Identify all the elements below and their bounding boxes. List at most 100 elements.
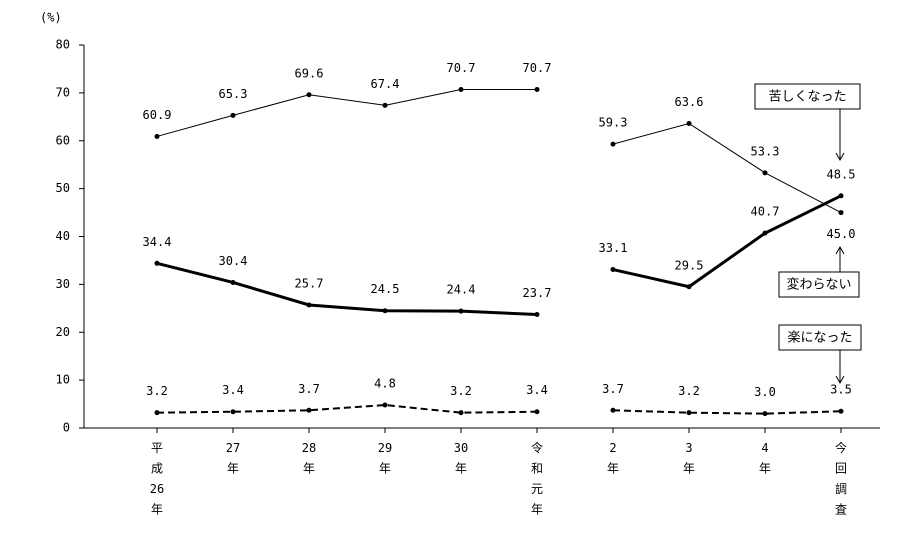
- value-label: 25.7: [295, 276, 324, 290]
- value-label: 53.3: [751, 144, 780, 158]
- point: [382, 308, 388, 314]
- y-tick-label: 40: [56, 229, 70, 243]
- x-tick-label: 平成 26 年: [150, 441, 164, 517]
- y-tick-label: 20: [56, 325, 70, 339]
- point: [686, 121, 692, 127]
- line: [612, 194, 842, 289]
- line: [156, 89, 537, 137]
- y-tick-label: 10: [56, 373, 70, 387]
- y-tick-label: 0: [63, 421, 70, 435]
- point: [762, 170, 768, 176]
- point: [686, 284, 692, 290]
- series-name: 変わらない: [786, 277, 851, 293]
- line: [156, 404, 538, 414]
- callout: 変わらない: [778, 245, 860, 298]
- value-label: 59.3: [599, 116, 628, 130]
- x-tick-label: 27 年: [226, 441, 240, 476]
- value-label: 63.6: [675, 95, 704, 109]
- point: [838, 408, 844, 414]
- value-label: 3.5: [830, 383, 852, 397]
- value-label: 3.4: [526, 383, 548, 397]
- point: [230, 279, 236, 285]
- value-label: 3.7: [298, 382, 320, 396]
- y-tick-label: 50: [56, 181, 70, 195]
- value-label: 33.1: [599, 241, 628, 255]
- x-tick-label: 29 年: [378, 441, 392, 476]
- callout-box: [778, 271, 860, 298]
- point: [154, 133, 160, 139]
- x-tick-label: 30 年: [454, 441, 468, 476]
- value-label: 3.4: [222, 383, 244, 397]
- value-label: 23.7: [523, 286, 552, 300]
- y-tick-label: 30: [56, 277, 70, 291]
- x-tick-label: 令和元年: [531, 440, 543, 517]
- value-label: 40.7: [751, 205, 780, 219]
- y-tick-label: 70: [56, 85, 70, 99]
- value-label: 70.7: [447, 61, 476, 75]
- arrow-head: [835, 375, 845, 385]
- point: [306, 302, 312, 308]
- point: [154, 410, 160, 416]
- line: [156, 261, 538, 317]
- point: [762, 411, 768, 417]
- line: [612, 409, 842, 415]
- callout: 楽になった: [778, 324, 862, 385]
- value-label: 3.7: [602, 382, 624, 396]
- value-label: 65.3: [219, 87, 248, 101]
- value-label: 34.4: [143, 235, 172, 249]
- value-label: 24.4: [447, 283, 476, 297]
- value-label: 48.5: [827, 167, 856, 181]
- point: [534, 312, 540, 318]
- value-label: 69.6: [295, 66, 324, 80]
- x-tick-label: 今回調査: [835, 440, 847, 517]
- point: [610, 141, 616, 147]
- value-label: 60.9: [143, 108, 172, 122]
- point: [762, 230, 768, 236]
- value-label: 45.0: [827, 227, 856, 241]
- point: [306, 407, 312, 413]
- arrow-head: [835, 152, 845, 162]
- y-tick-label: 80: [56, 38, 70, 52]
- point: [610, 407, 616, 413]
- point: [458, 308, 464, 314]
- series-name: 苦しくなった: [768, 89, 846, 105]
- point: [838, 210, 844, 216]
- point: [154, 260, 160, 266]
- point: [230, 409, 236, 415]
- value-label: 29.5: [675, 258, 704, 272]
- point: [458, 87, 464, 93]
- y-axis-unit: (%): [40, 11, 62, 25]
- y-tick-label: 60: [56, 133, 70, 147]
- value-label: 3.2: [450, 384, 472, 398]
- value-label: 3.2: [678, 384, 700, 398]
- callout-box: [754, 83, 861, 110]
- point: [230, 112, 236, 118]
- point: [382, 402, 388, 408]
- callout: 苦しくなった: [754, 83, 861, 162]
- arrow-head: [835, 245, 845, 255]
- value-label: 4.8: [374, 377, 396, 391]
- point: [306, 92, 312, 98]
- value-label: 24.5: [371, 282, 400, 296]
- series-name: 楽になった: [787, 330, 852, 346]
- value-label: 3.0: [754, 385, 776, 399]
- value-label: 70.7: [523, 61, 552, 75]
- point: [686, 410, 692, 416]
- line: [612, 122, 842, 214]
- value-label: 30.4: [219, 254, 248, 268]
- point: [610, 267, 616, 273]
- point: [534, 87, 540, 93]
- point: [838, 193, 844, 199]
- value-label: 3.2: [146, 384, 168, 398]
- point: [458, 410, 464, 416]
- point: [534, 409, 540, 415]
- point: [382, 102, 388, 108]
- x-tick-label: 28 年: [302, 441, 316, 476]
- value-label: 67.4: [371, 77, 400, 91]
- callout-box: [778, 324, 862, 351]
